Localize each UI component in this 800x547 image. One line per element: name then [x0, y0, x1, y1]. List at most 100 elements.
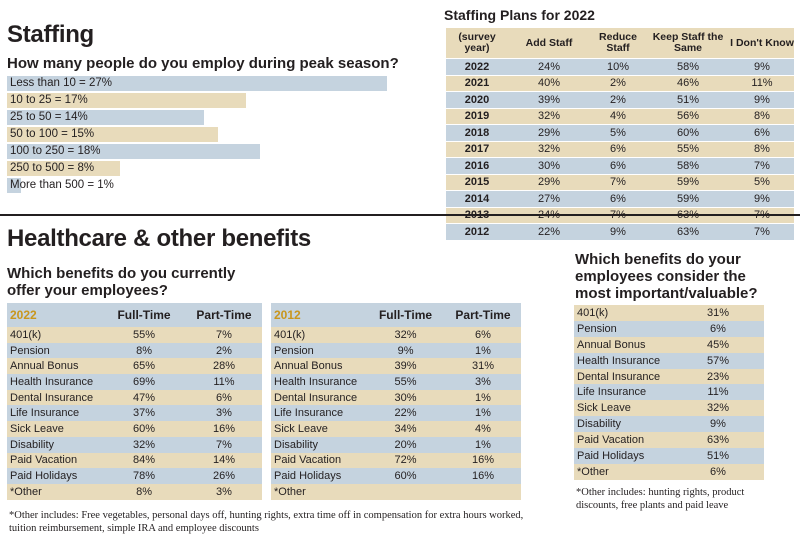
benefit-name-cell: Disability: [274, 438, 319, 451]
benefit-name-cell: Annual Bonus: [274, 360, 343, 373]
staffing-plans-row: 2019 32% 4% 56% 8%: [446, 107, 794, 125]
benefit-name-cell: Paid Vacation: [577, 434, 645, 447]
benefit-name-cell: Sick Leave: [10, 422, 64, 435]
benefit-name-cell: Annual Bonus: [577, 338, 646, 351]
staffing-plans-row: 201324%7%63%7%: [446, 206, 794, 224]
part-time-cell: [445, 484, 521, 500]
part-time-cell: 1%: [475, 391, 491, 404]
percent-cell: 9%: [590, 223, 646, 240]
full-time-cell: 39%: [394, 360, 417, 373]
benefit-name-cell: 401(k): [577, 306, 609, 319]
benefit-name-cell: Paid Holidays: [10, 470, 78, 483]
part-time-cell: 16%: [471, 470, 495, 483]
percent-cell: 39%: [508, 91, 590, 108]
peak-season-bar: More than 500 = 1%: [7, 178, 114, 193]
percent-cell: 32%: [508, 107, 590, 125]
percent-cell: 7%: [730, 223, 794, 240]
peak-season-bar: 100 to 250 = 18%: [7, 144, 261, 159]
benefit-row: 401(k) 32% 6%: [271, 327, 521, 343]
important-benefit-row: Annual Bonus 45%: [574, 336, 764, 353]
survey-year-cell: 2020: [446, 91, 508, 108]
year-2012-label: 2012: [274, 308, 301, 322]
benefit-row: Health Insurance 55% 3%: [271, 374, 521, 390]
benefits-footnote: *Other includes: Free vegetables, person…: [9, 510, 524, 534]
staffing-title: Staffing: [7, 21, 94, 48]
percent-cell: 27%: [508, 190, 590, 207]
percent-cell: 56%: [646, 107, 730, 125]
percent-cell: 29%: [508, 173, 590, 191]
benefit-name-cell: Health Insurance: [10, 375, 94, 388]
part-time-cell: 1%: [475, 344, 491, 357]
percent-cell: 7%: [590, 173, 646, 191]
header-reduce-staff: Reduce Staff: [590, 28, 646, 59]
staffing-plans-row: 2018 29% 5% 60% 6%: [446, 124, 794, 141]
benefit-row: Health Insurance 69% 11%: [7, 374, 262, 390]
percent-cell: 32%: [508, 140, 590, 158]
benefit-name-cell: Sick Leave: [577, 402, 631, 415]
percent-cell: 5%: [590, 124, 646, 141]
full-time-cell: 55%: [394, 375, 417, 388]
benefit-row: Pension 9% 1%: [271, 342, 521, 359]
benefit-row: Dental Insurance 47% 6%: [7, 389, 262, 406]
benefit-name-cell: 401(k): [10, 328, 42, 341]
benefit-row: 401(k) 55% 7%: [7, 327, 262, 343]
full-time-cell: [366, 484, 445, 500]
part-time-cell: 6%: [475, 328, 491, 341]
benefits-2012-header-row: 2012 Full-Time Part-Time: [271, 303, 521, 327]
importance-percent-cell: 51%: [706, 449, 730, 462]
importance-percent-cell: 11%: [707, 386, 729, 399]
part-time-cell: 4%: [475, 422, 491, 435]
important-benefits-table: 401(k) 31% Pension 6% Annual Bonus 45% Health …: [574, 305, 764, 480]
header-keep-staff: Keep Staff the Same: [646, 28, 730, 59]
section-divider: [0, 214, 800, 216]
survey-year-cell: 2021: [446, 74, 508, 92]
percent-cell: 59%: [646, 173, 730, 191]
benefit-name-cell: *Other: [274, 485, 306, 498]
staffing-plans-row: 2012 22% 9% 63% 7%: [446, 223, 794, 240]
benefit-row: Life Insurance 22% 1%: [271, 405, 521, 422]
survey-year-cell: 2017: [446, 140, 508, 158]
important-benefit-row: Pension 6%: [574, 320, 764, 337]
staffing-plans-row: 2016 30% 6% 58% 7%: [446, 157, 794, 174]
benefit-name-cell: Paid Holidays: [577, 449, 645, 462]
percent-cell: 5%: [730, 173, 794, 191]
benefit-name-cell: Annual Bonus: [10, 360, 79, 373]
benefit-name-cell: Dental Insurance: [274, 391, 358, 404]
benefit-name-cell: Pension: [10, 344, 50, 357]
benefit-row: *Other: [271, 483, 521, 500]
benefit-name-cell: Life Insurance: [10, 407, 80, 420]
benefit-name-cell: 401(k): [274, 328, 306, 341]
part-time-cell: 26%: [212, 470, 235, 483]
benefit-name-cell: Paid Vacation: [274, 454, 342, 467]
full-time-cell: 84%: [133, 454, 156, 467]
percent-cell: 2%: [590, 74, 646, 92]
full-time-header: Full-Time: [378, 308, 433, 322]
percent-cell: 9%: [730, 58, 794, 75]
benefit-row: Life Insurance 37% 3%: [7, 405, 262, 422]
important-benefits-question: Which benefits do your employees conside…: [575, 251, 758, 302]
benefit-row: Disability 32% 7%: [7, 436, 262, 453]
part-time-cell: 28%: [212, 360, 235, 373]
important-benefit-row: Life Insurance 11%: [574, 384, 764, 401]
full-time-cell: 72%: [394, 454, 417, 467]
importance-percent-cell: 6%: [710, 465, 726, 478]
benefit-row: Paid Vacation 72% 16%: [271, 452, 521, 469]
benefit-row: Paid Vacation 84% 14%: [7, 452, 262, 469]
full-time-cell: 9%: [397, 344, 414, 357]
percent-cell: 60%: [646, 124, 730, 141]
percent-cell: 46%: [646, 74, 730, 92]
benefit-name-cell: Paid Vacation: [10, 454, 78, 467]
peak-season-bar: 10 to 25 = 17%: [7, 93, 247, 108]
part-time-cell: 6%: [216, 391, 232, 404]
important-benefit-row: Health Insurance 57%: [574, 352, 764, 369]
benefit-row: Sick Leave 60% 16%: [7, 421, 262, 437]
full-time-cell: 47%: [133, 391, 156, 404]
percent-cell: 22%: [508, 223, 590, 240]
percent-cell: 2%: [590, 91, 646, 108]
benefit-name-cell: Sick Leave: [274, 422, 328, 435]
full-time-cell: 37%: [133, 407, 156, 420]
importance-percent-cell: 31%: [706, 306, 730, 319]
staffing-plans-title: Staffing Plans for 2022: [444, 7, 595, 23]
important-benefit-row: 401(k) 31%: [574, 305, 764, 321]
benefit-name-cell: Pension: [274, 344, 314, 357]
